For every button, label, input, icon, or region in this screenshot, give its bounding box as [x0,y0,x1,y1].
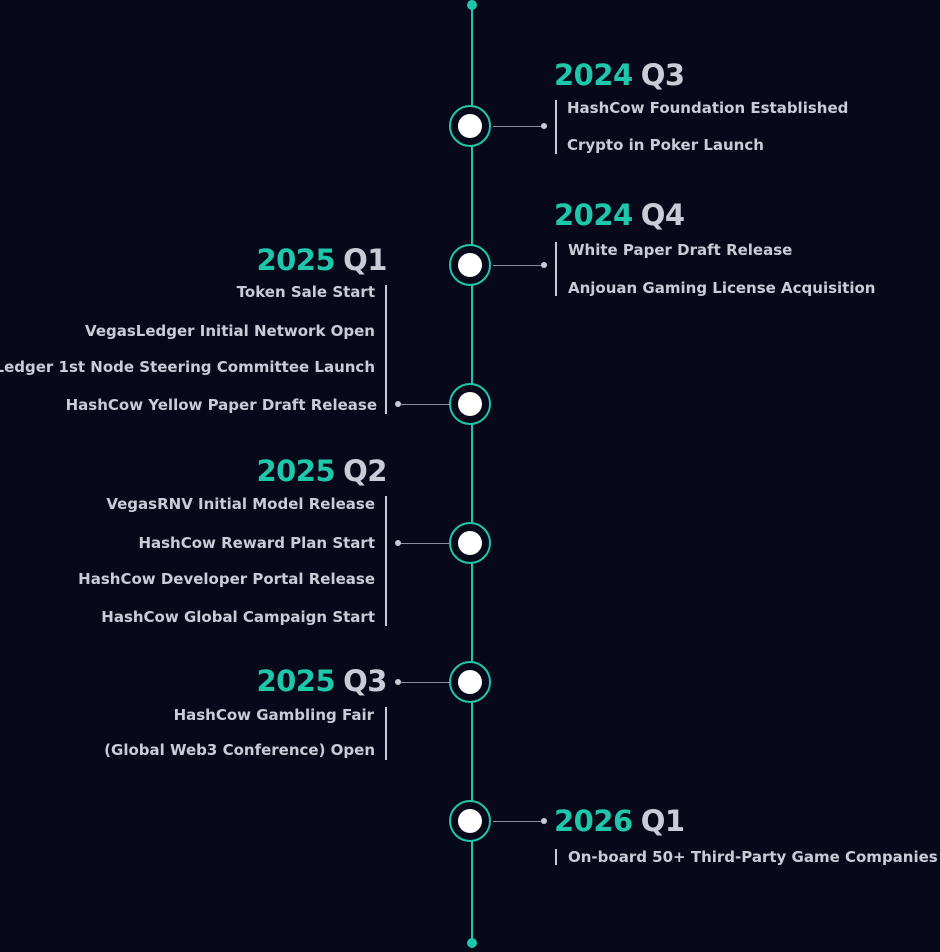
node-core [458,809,482,833]
connector-dot-2024-q3 [541,123,547,129]
node-core [458,531,482,555]
milestone-item: HashCow Gambling Fair [173,706,374,724]
milestone-item: VegasRNV Initial Model Release [106,495,375,513]
milestone-heading-2025-q2: 2025 Q2 [256,454,387,488]
milestone-item: HashCow Foundation Established [567,99,849,117]
milestone-heading-2025-q1: 2025 Q1 [256,243,387,277]
connector-2024-q3 [493,126,543,127]
milestone-year: 2025 [256,664,336,698]
timeline-end-dot [467,938,477,948]
connector-dot-2025-q3 [395,679,401,685]
timeline-node-2024-q4 [449,244,491,286]
milestone-item: Anjouan Gaming License Acquisition [568,279,876,297]
timeline-axis [471,5,473,943]
connector-2025-q2 [399,543,449,544]
timeline-node-2025-q2 [449,522,491,564]
milestone-year: 2024 [554,58,633,92]
milestone-item: Crypto in Poker Launch [567,136,764,154]
milestone-heading-2024-q4: 2024 Q4 [554,198,685,232]
milestone-bar-2024-q4 [555,242,557,296]
milestone-item: White Paper Draft Release [568,241,793,259]
milestone-bar-2026-q1 [555,849,557,865]
node-core [458,253,482,277]
timeline-node-2024-q3 [449,105,491,147]
connector-dot-2025-q1 [395,401,401,407]
milestone-year: 2026 [554,804,633,838]
connector-2026-q1 [493,821,543,822]
timeline-start-dot [467,0,477,10]
node-core [458,114,482,138]
milestone-item: Token Sale Start [236,283,375,301]
connector-2025-q1 [399,404,449,405]
milestone-heading-2024-q3: 2024 Q3 [554,58,685,92]
milestone-item: HashCow Developer Portal Release [78,570,375,588]
connector-2025-q3 [399,682,449,683]
connector-dot-2024-q4 [541,262,547,268]
milestone-quarter: Q1 [343,243,387,277]
timeline-node-2025-q1 [449,383,491,425]
node-core [458,392,482,416]
milestone-bar-2024-q3 [555,100,557,154]
connector-dot-2025-q2 [395,540,401,546]
milestone-bar-2025-q1 [385,285,387,414]
milestone-year: 2025 [256,454,336,488]
node-core [458,670,482,694]
milestone-item: HashCow Global Campaign Start [101,608,375,626]
milestone-bar-2025-q2 [385,496,387,626]
milestone-quarter: Q3 [640,58,685,92]
milestone-item: VegasLedger Initial Network Open [85,322,375,340]
milestone-year: 2024 [554,198,633,232]
milestone-item: (Global Web3 Conference) Open [104,741,375,759]
milestone-item: HashCow Reward Plan Start [138,534,375,552]
milestone-item: HashCow Yellow Paper Draft Release [65,396,377,414]
milestone-quarter: Q4 [640,198,685,232]
milestone-item: On-board 50+ Third-Party Game Companies [568,848,938,866]
timeline-node-2026-q1 [449,800,491,842]
milestone-item: VegasLedger 1st Node Steering Committee … [0,358,375,376]
connector-2024-q4 [493,265,543,266]
timeline-node-2025-q3 [449,661,491,703]
connector-dot-2026-q1 [541,818,547,824]
milestone-quarter: Q2 [343,454,387,488]
milestone-quarter: Q3 [343,664,387,698]
milestone-heading-2026-q1: 2026 Q1 [554,804,685,838]
milestone-heading-2025-q3: 2025 Q3 [256,664,387,698]
milestone-bar-2025-q3 [385,707,387,760]
milestone-year: 2025 [256,243,336,277]
milestone-quarter: Q1 [640,804,685,838]
